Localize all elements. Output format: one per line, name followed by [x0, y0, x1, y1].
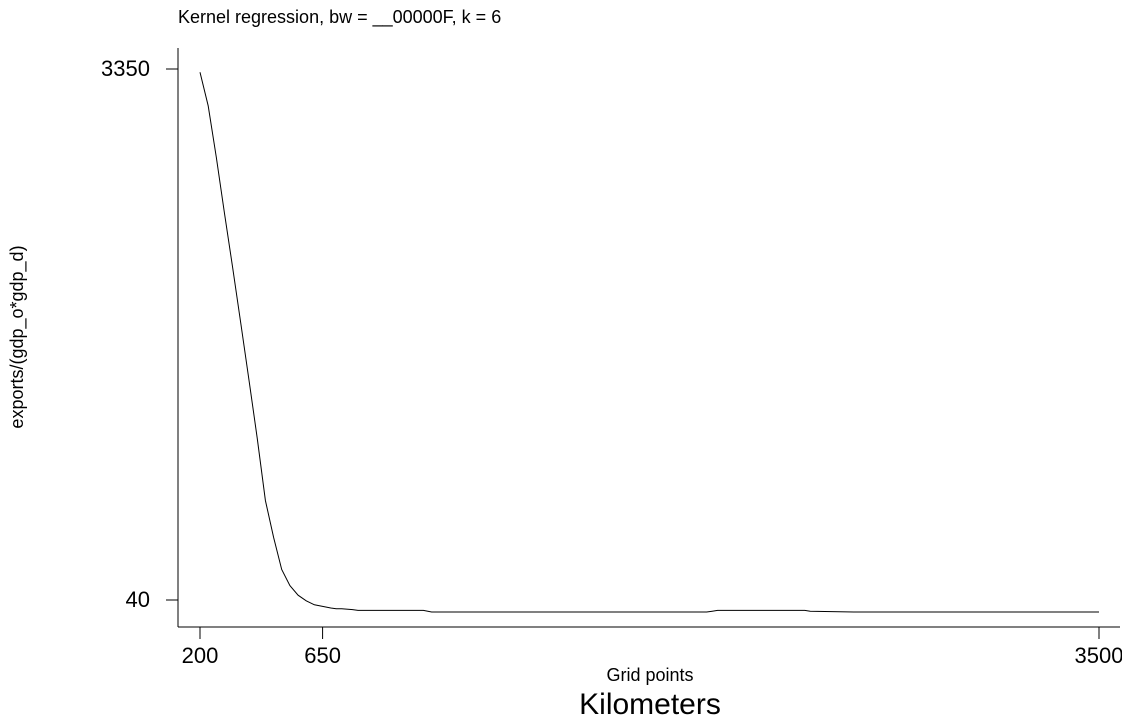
x-tick-label-2: 3500 — [1075, 643, 1122, 668]
x-axis-title: Grid points — [606, 665, 694, 685]
x-tick-label-0: 200 — [182, 643, 219, 668]
series-line-0 — [199, 72, 1099, 613]
y-tick-label-0: 3350 — [101, 56, 150, 81]
y-axis-title: exports/(gdp_o*gdp_d) — [7, 245, 28, 428]
chart-title: Kernel regression, bw = __00000F, k = 6 — [178, 7, 502, 27]
y-tick-label-1: 40 — [126, 587, 150, 612]
x-tick-label-1: 650 — [304, 643, 341, 668]
chart-caption: Kilometers — [579, 688, 721, 721]
